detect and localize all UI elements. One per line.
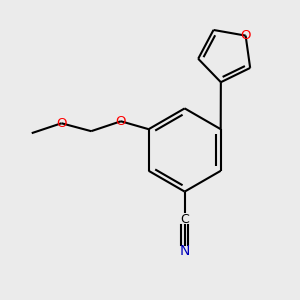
Text: O: O: [116, 115, 126, 128]
Text: N: N: [179, 244, 190, 258]
Text: O: O: [56, 117, 67, 130]
Text: C: C: [180, 213, 189, 226]
Text: O: O: [240, 29, 251, 42]
